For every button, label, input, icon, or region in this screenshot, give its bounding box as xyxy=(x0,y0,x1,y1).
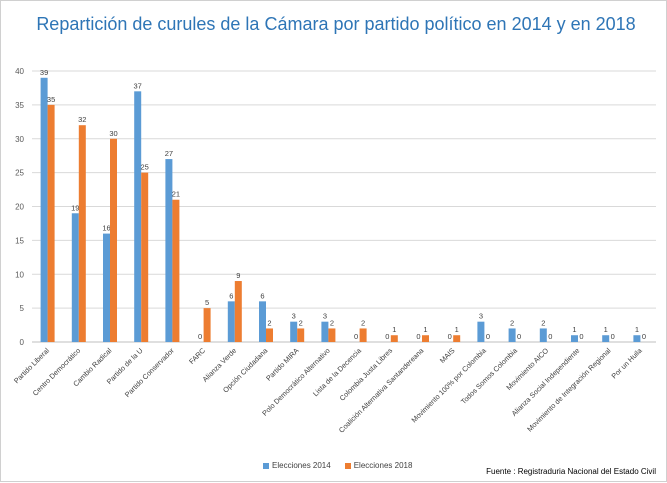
data-label-2018: 0 xyxy=(579,332,583,341)
data-label-2018: 0 xyxy=(642,332,646,341)
data-label-2018: 21 xyxy=(172,190,180,199)
bar-2018 xyxy=(328,328,336,342)
bar-2018 xyxy=(422,335,429,342)
data-label-2014: 16 xyxy=(102,224,110,233)
data-label-2018: 2 xyxy=(267,318,271,327)
data-label-2014: 0 xyxy=(416,332,420,341)
y-tick-label: 0 xyxy=(20,338,25,347)
bar-2018 xyxy=(47,104,55,342)
data-label-2018: 1 xyxy=(423,325,427,334)
bar-2014 xyxy=(539,328,547,342)
legend-swatch-2018 xyxy=(344,462,351,469)
data-label-2018: 35 xyxy=(47,95,55,104)
data-label-2018: 9 xyxy=(236,271,240,280)
bar-2018 xyxy=(359,328,367,342)
category-label: FARC xyxy=(187,346,207,366)
bar-2018 xyxy=(110,138,117,342)
y-tick-label: 15 xyxy=(15,236,24,245)
y-tick-label: 35 xyxy=(15,101,24,110)
bar-2018 xyxy=(453,335,461,342)
bar-2014 xyxy=(227,301,235,342)
bar-2014 xyxy=(321,321,329,342)
y-tick-label: 40 xyxy=(15,67,24,76)
y-tick-label: 5 xyxy=(20,304,25,313)
category-label: Por un Huila xyxy=(609,346,643,380)
data-label-2018: 2 xyxy=(330,318,334,327)
data-label-2018: 5 xyxy=(205,298,209,307)
bar-2018 xyxy=(203,308,211,342)
legend-label-2018: Elecciones 2018 xyxy=(353,461,413,470)
legend-item-2014: Elecciones 2014 xyxy=(263,461,331,470)
bar-2014 xyxy=(134,91,142,342)
data-label-2014: 1 xyxy=(572,325,576,334)
legend-item-2018: Elecciones 2018 xyxy=(344,461,413,470)
bar-2018 xyxy=(234,281,242,342)
data-label-2014: 19 xyxy=(71,203,79,212)
data-label-2014: 1 xyxy=(604,325,608,334)
y-tick-label: 20 xyxy=(15,203,24,212)
category-label: Todos Somos Colombia xyxy=(459,346,519,406)
data-label-2018: 30 xyxy=(109,129,117,138)
bar-2014 xyxy=(508,328,516,342)
data-label-2014: 0 xyxy=(385,332,389,341)
data-label-2014: 0 xyxy=(448,332,452,341)
bar-2014 xyxy=(571,335,578,342)
data-label-2014: 6 xyxy=(229,291,233,300)
data-label-2014: 2 xyxy=(541,318,545,327)
y-tick-label: 30 xyxy=(15,135,24,144)
bar-2014 xyxy=(290,321,298,342)
bar-2014 xyxy=(165,159,173,342)
data-label-2014: 6 xyxy=(260,291,264,300)
bar-2018 xyxy=(266,328,273,342)
data-label-2014: 1 xyxy=(635,325,639,334)
source-note: Fuente : Registraduria Nacional del Esta… xyxy=(486,467,656,476)
data-label-2014: 39 xyxy=(40,68,48,77)
data-label-2018: 2 xyxy=(299,318,303,327)
bar-2014 xyxy=(103,233,110,342)
data-label-2014: 37 xyxy=(134,81,142,90)
data-label-2014: 3 xyxy=(292,312,296,321)
data-label-2018: 2 xyxy=(361,318,365,327)
category-label: MAIS xyxy=(438,346,457,365)
data-label-2014: 3 xyxy=(323,312,327,321)
data-label-2018: 32 xyxy=(78,115,86,124)
y-tick-label: 25 xyxy=(15,169,24,178)
data-label-2018: 0 xyxy=(548,332,552,341)
bar-2018 xyxy=(141,172,149,342)
legend-label-2014: Elecciones 2014 xyxy=(272,461,331,470)
data-label-2018: 25 xyxy=(141,163,149,172)
legend-swatch-2014 xyxy=(263,462,269,469)
legend: Elecciones 2014 Elecciones 2018 xyxy=(263,461,412,470)
data-label-2014: 2 xyxy=(510,318,514,327)
chart-title: Repartición de curules de la Cámara por … xyxy=(36,14,636,34)
data-label-2018: 1 xyxy=(455,325,459,334)
bar-2014 xyxy=(71,213,79,342)
bar-2018 xyxy=(172,199,180,342)
data-label-2018: 1 xyxy=(392,325,396,334)
bar-2018 xyxy=(297,328,305,342)
category-label: Colombia Justa Libres xyxy=(338,346,395,403)
data-label-2014: 27 xyxy=(165,149,173,158)
bar-2018 xyxy=(78,125,86,342)
data-label-2014: 0 xyxy=(354,332,358,341)
bar-2014 xyxy=(259,301,266,342)
bar-2014 xyxy=(477,321,485,342)
bar-2018 xyxy=(390,335,398,342)
data-label-2018: 0 xyxy=(486,332,490,341)
bar-2014 xyxy=(602,335,610,342)
data-label-2014: 0 xyxy=(198,332,202,341)
bar-2014 xyxy=(40,77,48,343)
data-label-2018: 0 xyxy=(517,332,521,341)
y-tick-label: 10 xyxy=(15,270,24,279)
bar-2014 xyxy=(633,335,641,342)
data-label-2014: 3 xyxy=(479,312,483,321)
data-label-2018: 0 xyxy=(611,332,615,341)
